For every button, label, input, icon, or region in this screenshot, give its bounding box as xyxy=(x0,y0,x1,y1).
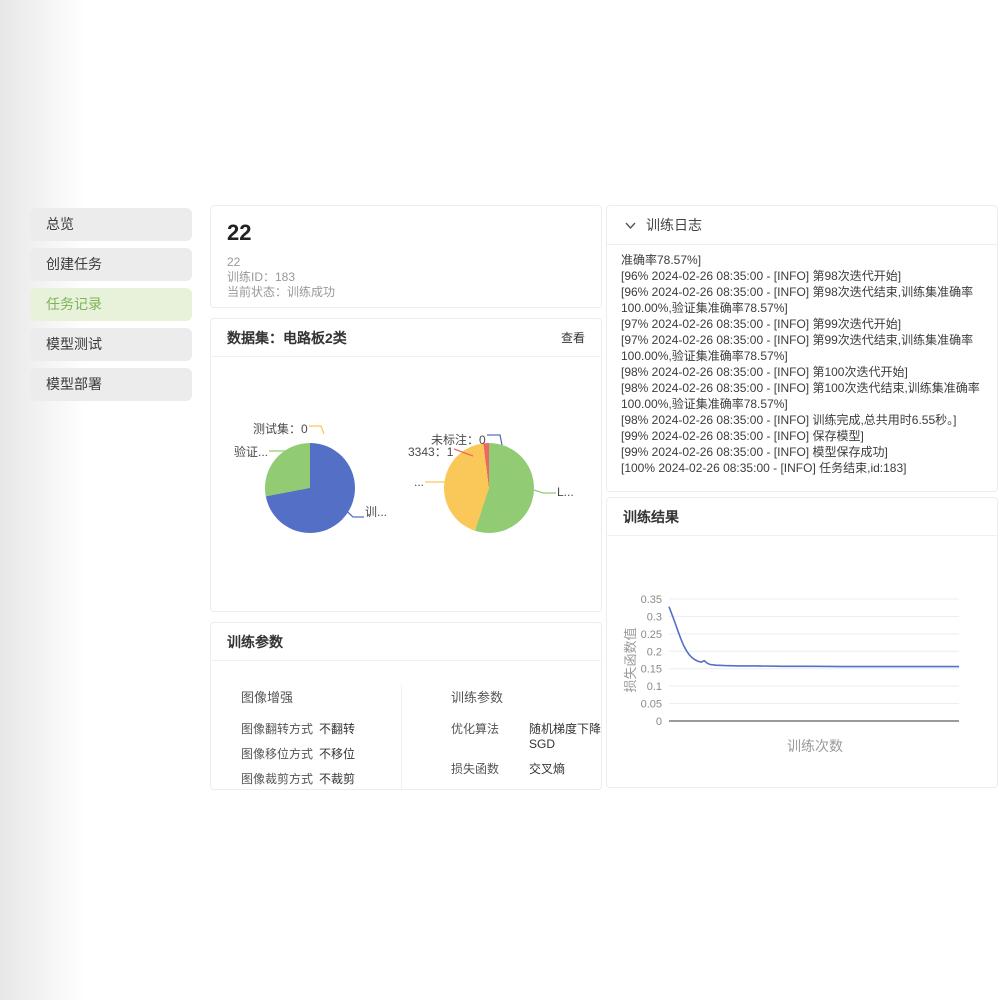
leader-line-icon xyxy=(339,504,364,518)
log-line: 准确率78.57%] xyxy=(621,253,702,267)
pie1-label-test-set: 测试集：0 xyxy=(253,420,326,437)
leader-line-icon xyxy=(269,449,297,457)
training-result-card: 训练结果 0 0.05 0.1 0.15 0.2 0.25 0.3 0.35 损失函数值 训练… xyxy=(606,497,998,788)
log-line: [100% 2024-02-26 08:35:00 - [INFO] 任务结束,… xyxy=(621,461,907,475)
param-row: 图像翻转方式 不翻转 xyxy=(241,722,356,736)
left-edge-gradient xyxy=(0,0,85,1000)
param-row: 图像裁剪方式 不裁剪 xyxy=(241,772,356,786)
training-log-card: 训练日志 准确率78.57%] [96% 2024-02-26 08:35:00 … xyxy=(606,205,998,492)
svg-text:损失函数值: 损失函数值 xyxy=(623,627,638,692)
dataset-view-button[interactable]: 查看 xyxy=(560,331,585,345)
training-log-body[interactable]: 准确率78.57%] [96% 2024-02-26 08:35:00 - [IN… xyxy=(607,245,997,491)
log-line: [98% 2024-02-26 08:35:00 - [INFO] 第100次迭… xyxy=(621,381,980,411)
svg-text:0.15: 0.15 xyxy=(641,664,662,676)
log-line: [99% 2024-02-26 08:35:00 - [INFO] 保存模型] xyxy=(621,429,864,443)
loss-curve-chart: 0 0.05 0.1 0.15 0.2 0.25 0.3 0.35 损失函数值 训练次数 xyxy=(623,594,959,754)
task-status: 当前状态：训练成功 xyxy=(227,285,336,299)
sidebar-item-0[interactable]: 总览 xyxy=(30,208,192,241)
pie1-label-validation-set: 验证... xyxy=(234,443,298,460)
pie2-label-class-3343: 3343：1 xyxy=(408,443,475,460)
svg-text:0.05: 0.05 xyxy=(641,699,662,711)
sidebar-item-3[interactable]: 模型测试 xyxy=(30,328,192,361)
sidebar-item-4[interactable]: 模型部署 xyxy=(30,368,192,401)
svg-text:0.1: 0.1 xyxy=(647,681,662,693)
svg-text:0.2: 0.2 xyxy=(647,646,662,658)
column-divider xyxy=(401,685,402,789)
training-log-header[interactable]: 训练日志 xyxy=(607,206,997,245)
pie2-label-class-l: L... xyxy=(533,485,574,499)
dataset-card: 数据集：电路板2类 查看 测试集：0 验证... 训... 未标注：0 3343… xyxy=(210,318,602,612)
log-line: [96% 2024-02-26 08:35:00 - [INFO] 第98次迭代… xyxy=(621,269,902,283)
leader-line-icon xyxy=(486,433,503,445)
param-group-title: 训练参数 xyxy=(451,690,504,705)
leader-line-icon xyxy=(454,447,474,457)
task-summary-card: 22 22 训练ID：183 当前状态：训练成功 xyxy=(210,205,602,308)
svg-text:0.25: 0.25 xyxy=(641,629,662,641)
log-line: [97% 2024-02-26 08:35:00 - [INFO] 第99次迭代… xyxy=(621,317,902,331)
pie2-label-unlabeled: 未标注：0 xyxy=(431,431,504,448)
svg-text:0.3: 0.3 xyxy=(647,611,662,623)
svg-text:训练次数: 训练次数 xyxy=(787,738,843,754)
sidebar: 总览创建任务任务记录模型测试模型部署 xyxy=(30,208,192,408)
leader-line-icon xyxy=(425,481,446,483)
training-log-title: 训练日志 xyxy=(646,217,702,233)
task-title: 22 xyxy=(227,220,252,245)
log-line: [98% 2024-02-26 08:35:00 - [INFO] 第100次迭… xyxy=(621,365,908,379)
param-group-augmentation: 图像增强 图像翻转方式 不翻转 图像移位方式 不移位 图像裁剪方式 不裁剪 xyxy=(241,687,401,789)
dataset-title: 数据集：电路板2类 xyxy=(227,329,347,346)
training-params-card: 训练参数 图像增强 图像翻转方式 不翻转 图像移位方式 不移位 图像裁剪方式 不… xyxy=(210,622,602,790)
task-train-id: 训练ID：183 xyxy=(227,270,296,284)
dataset-split-pie[interactable] xyxy=(265,443,355,533)
params-title: 训练参数 xyxy=(227,633,283,650)
training-result-title: 训练结果 xyxy=(623,508,679,525)
pie2-label-class-other: ... xyxy=(414,475,446,489)
chevron-down-icon xyxy=(625,222,636,229)
leader-line-icon xyxy=(533,489,556,494)
task-name: 22 xyxy=(227,255,241,269)
param-row: 优化算法 随机梯度下降SGD xyxy=(451,722,602,751)
svg-text:0: 0 xyxy=(656,716,662,728)
param-row: 损失函数 交叉熵 xyxy=(451,762,566,776)
log-line: [99% 2024-02-26 08:35:00 - [INFO] 模型保存成功… xyxy=(621,445,888,459)
pie1-label-train-set: 训... xyxy=(339,503,387,520)
log-line: [98% 2024-02-26 08:35:00 - [INFO] 训练完成,总… xyxy=(621,413,957,427)
leader-line-icon xyxy=(308,424,325,434)
param-group-training: 训练参数 优化算法 随机梯度下降SGD 损失函数 交叉熵 xyxy=(451,687,602,789)
param-row: 图像移位方式 不移位 xyxy=(241,747,356,761)
log-line: [96% 2024-02-26 08:35:00 - [INFO] 第98次迭代… xyxy=(621,285,974,315)
sidebar-item-2[interactable]: 任务记录 xyxy=(30,288,192,321)
param-group-title: 图像增强 xyxy=(241,690,294,705)
svg-text:0.35: 0.35 xyxy=(641,594,662,606)
log-line: [97% 2024-02-26 08:35:00 - [INFO] 第99次迭代… xyxy=(621,333,974,363)
label-distribution-pie[interactable] xyxy=(444,443,534,533)
sidebar-item-1[interactable]: 创建任务 xyxy=(30,248,192,281)
